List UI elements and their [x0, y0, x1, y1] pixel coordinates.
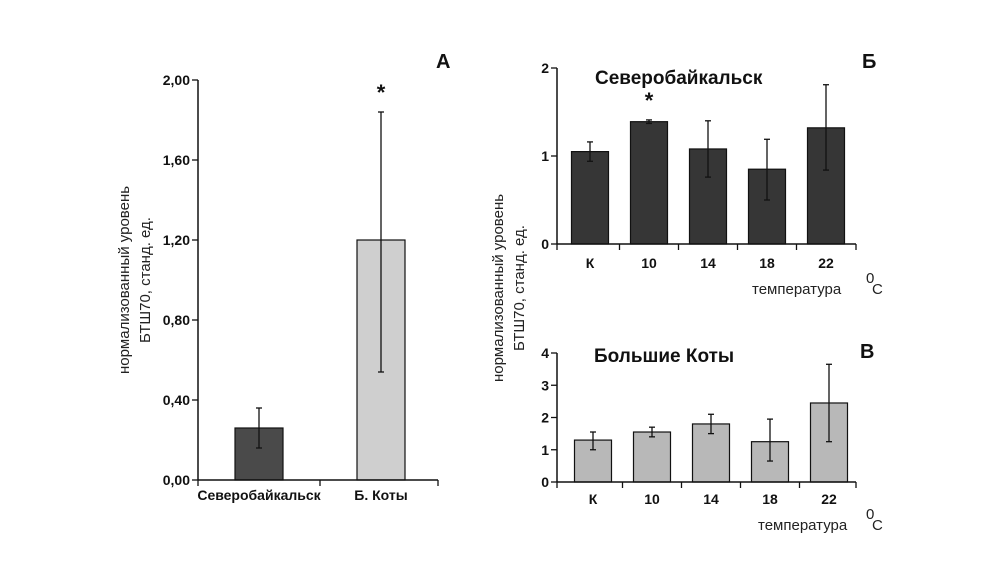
- panel-a-ytick-label-1: 0,40: [163, 392, 190, 408]
- panel-a-letter: А: [436, 51, 450, 73]
- panel-b-ytick-label-2: 2: [541, 60, 549, 76]
- panel-b-xunit: C: [872, 281, 883, 298]
- panel-a-significance-1: *: [377, 80, 386, 105]
- panel-b-title: Северобайкальск: [595, 68, 763, 89]
- panel-b-bar-0: [570, 151, 610, 245]
- panel-c-ytick-label-4: 4: [541, 345, 549, 361]
- panel-c-ytick-label-3: 3: [541, 377, 549, 393]
- panel-a-ytick-label-3: 1,20: [163, 232, 190, 248]
- panel-c-xunit: C: [872, 517, 883, 534]
- panel-c-ytick-label-1: 1: [541, 442, 549, 458]
- panel-b-category-label-2: 14: [700, 255, 716, 271]
- panel-c-category-label-3: 18: [762, 491, 778, 507]
- panel-bc-ylabel-line1: нормализованный уровень: [490, 194, 507, 382]
- panel-b-category-label-0: К: [586, 255, 595, 271]
- panel-a-ytick-label-2: 0,80: [163, 312, 190, 328]
- panel-c-bar-1: [632, 431, 672, 483]
- panel-c-title: Большие Коты: [594, 346, 734, 367]
- panel-b-xlabel: температура: [752, 281, 842, 298]
- panel-b-category-label-1: 10: [641, 255, 657, 271]
- panel-b-ytick-label-0: 0: [541, 236, 549, 252]
- panel-c-xunit-sup: 0: [866, 506, 874, 523]
- panel-c-xlabel: температура: [758, 517, 848, 534]
- panel-c-ytick-label-2: 2: [541, 410, 549, 426]
- panel-a-ylabel-line1: нормализованный уровень: [116, 186, 133, 374]
- panel-a-ytick-label-4: 1,60: [163, 152, 190, 168]
- panel-c-category-label-4: 22: [821, 491, 837, 507]
- panel-c-category-label-1: 10: [644, 491, 660, 507]
- panel-b-ytick-label-1: 1: [541, 148, 549, 164]
- panel-bc-ylabel-line2: БТШ70, станд. ед.: [511, 225, 528, 351]
- panel-b-letter: Б: [862, 51, 876, 73]
- panel-a-category-label-0: Северобайкальск: [197, 487, 321, 503]
- panel-c-category-label-2: 14: [703, 491, 719, 507]
- panel-c-category-label-0: К: [589, 491, 598, 507]
- panel-a-ylabel-line2: БТШ70, станд. ед.: [137, 217, 154, 343]
- panel-b-xunit-sup: 0: [866, 270, 874, 287]
- panel-a-ytick-label-0: 0,00: [163, 472, 190, 488]
- panel-b-category-label-4: 22: [818, 255, 834, 271]
- panel-c-letter: В: [860, 341, 874, 363]
- panel-c-ytick-label-0: 0: [541, 474, 549, 490]
- panel-b-significance-1: *: [645, 88, 654, 113]
- panel-a-category-label-1: Б. Коты: [354, 487, 407, 503]
- panel-a-ytick-label-5: 2,00: [163, 72, 190, 88]
- panel-c-bar-2: [691, 423, 731, 483]
- panel-b-bar-1: [629, 121, 669, 245]
- panel-b-category-label-3: 18: [759, 255, 775, 271]
